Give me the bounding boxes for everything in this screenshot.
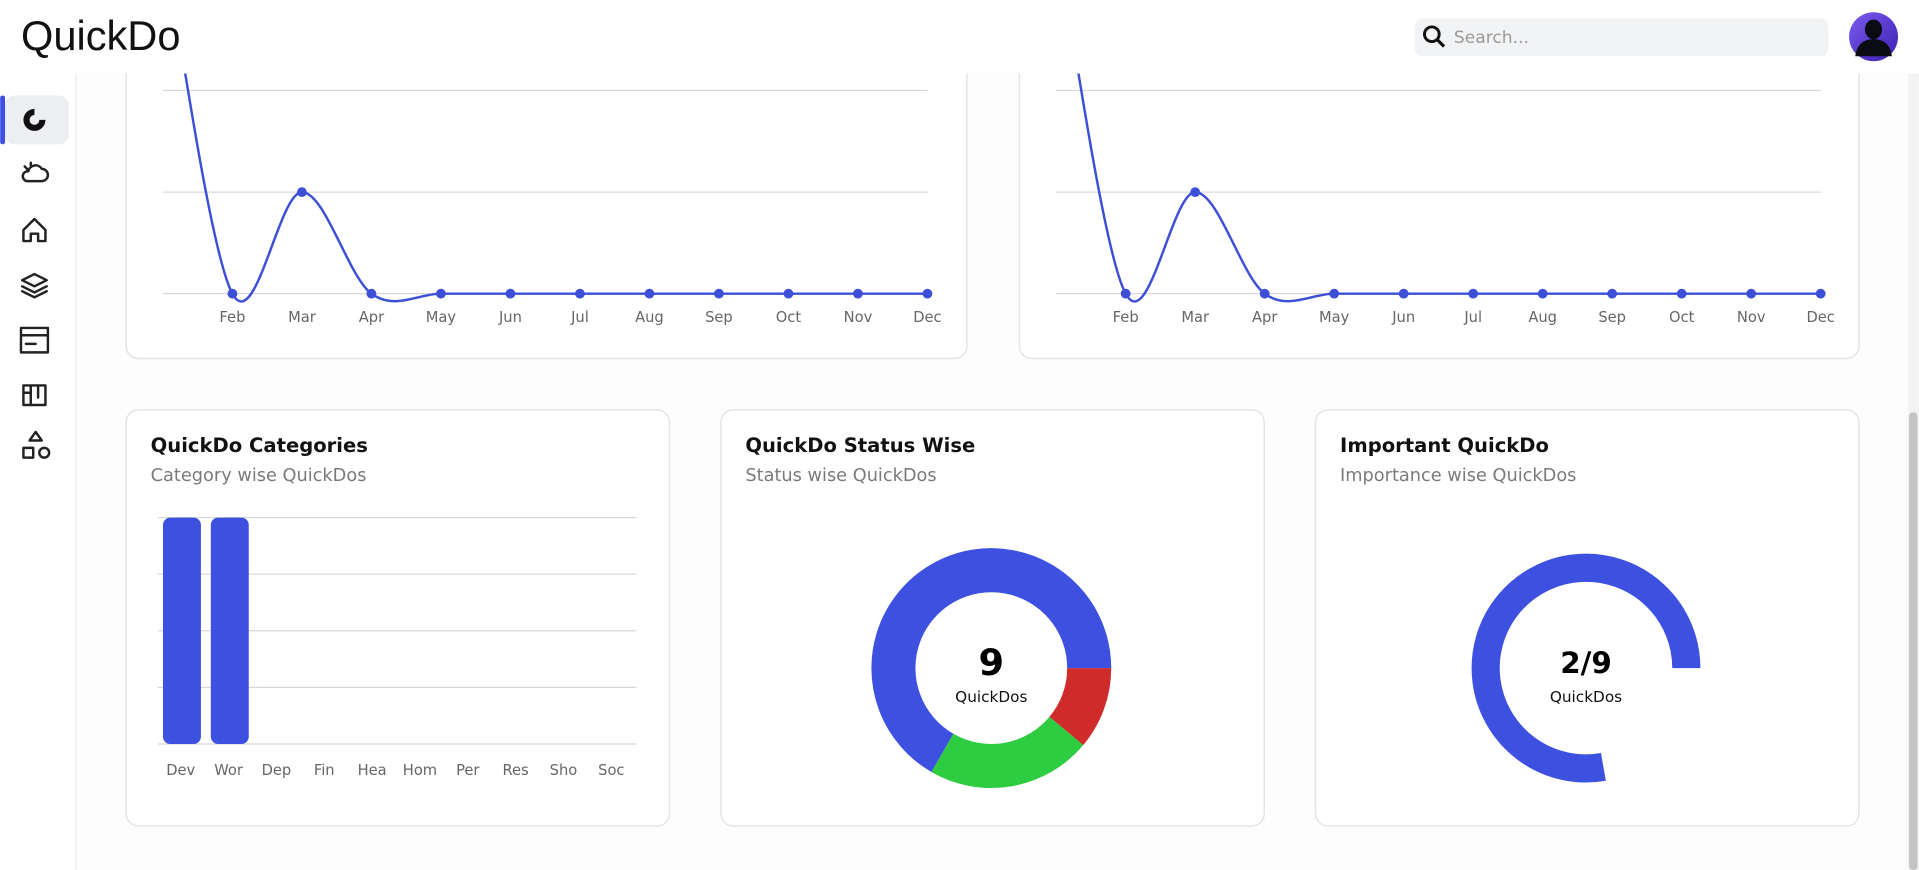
x-tick-label: Feb [1113,309,1139,326]
x-tick-label: Soc [598,762,624,779]
point [1537,288,1548,299]
nav-icons [19,108,51,459]
search-placeholder: Search... [1454,28,1529,48]
point [227,288,238,299]
card-subtitle: Importance wise QuickDos [1340,466,1576,486]
shapes-icon[interactable] [22,430,51,459]
point [366,288,377,299]
point [922,288,933,299]
point [297,187,307,198]
x-tick-label: Jul [1463,309,1482,326]
x-tick-label: May [1319,309,1350,326]
center-value: 2/9 [1560,646,1612,680]
sidebar [0,73,77,870]
x-tick-label: Feb [219,309,245,326]
center-label: QuickDos [1550,688,1622,706]
card [1314,409,1860,827]
x-tick-label: Oct [776,309,802,326]
point [1120,288,1131,299]
x-tick-label: Res [503,762,529,779]
center-value: 9 [979,641,1005,684]
x-tick-label: Dec [913,309,941,326]
x-tick-label: May [426,309,457,326]
card-title: QuickDo Status Wise [745,434,975,457]
search-icon [1423,25,1446,48]
plots: Feb Mar Apr May Jun Jul Aug Sep Oct Nov Dec Feb Mar A… [162,73,1835,326]
point [783,288,794,299]
point [575,288,585,299]
x-tick-label: Mar [1181,309,1210,326]
card-subtitle: Status wise QuickDos [745,466,936,486]
home-icon[interactable] [22,217,47,243]
x-tick-label: Nov [844,309,873,326]
x-tick-label: Fin [314,762,335,779]
point [853,288,863,299]
point [714,288,724,299]
x-tick-label: Oct [1669,309,1695,326]
scrollbar-thumb[interactable] [1909,412,1918,870]
card [1018,73,1860,360]
point [505,288,516,299]
avatar-figure [1855,19,1892,57]
x-tick-label: Sep [1598,309,1626,326]
card-title: QuickDo Categories [151,434,368,457]
point [1676,288,1687,299]
x-tick-label: Sep [705,309,733,326]
point [436,288,446,299]
x-tick-label: Hea [358,762,387,779]
board-icon[interactable] [22,384,47,407]
point [1815,288,1826,299]
donut-segment [871,548,1112,772]
point [1398,288,1409,299]
card [125,73,968,360]
x-tick-label: Hom [403,762,437,779]
x-tick-label: Dep [262,762,292,779]
x-tick-label: Dec [1806,309,1834,326]
plots: QuickDo Categories Category wise QuickDos… [151,434,1701,788]
x-tick-label: Nov [1737,309,1766,326]
point [1468,288,1479,299]
point [1746,288,1757,299]
x-tick-label: Wor [214,762,244,779]
x-tick-label: Aug [1528,309,1557,326]
x-tick-label: Per [456,762,480,779]
x-tick-label: Apr [1252,309,1278,326]
card-title: Important QuickDo [1340,434,1549,457]
layers-icon[interactable] [20,272,48,299]
bar [210,517,249,744]
donut-segment [1048,667,1112,746]
x-tick-label: Apr [359,309,385,326]
search-box[interactable] [1414,18,1829,57]
logo[interactable]: QuickDo [21,12,181,59]
bar [162,517,201,744]
x-tick-label: Dev [166,762,195,779]
x-tick-label: Mar [288,309,317,326]
point [1607,288,1618,299]
x-tick-label: Jun [498,309,522,326]
card [125,409,671,827]
card-subtitle: Category wise QuickDos [151,466,367,486]
x-tick-label: Sho [550,762,578,779]
active-indicator [0,95,6,145]
donut-segment [931,716,1084,788]
x-tick-label: Aug [635,309,664,326]
x-tick-label: Jul [570,309,589,326]
card [720,409,1265,827]
point [1190,187,1201,198]
card-icon[interactable] [19,326,50,354]
dashboard-icon[interactable] [23,108,46,131]
x-tick-label: Jun [1391,309,1415,326]
donut-segment [1471,553,1701,783]
active-item[interactable] [5,95,69,145]
point [644,288,655,299]
weather-icon[interactable] [21,161,50,183]
point [1259,288,1270,299]
point [1329,288,1340,299]
center-label: QuickDos [955,688,1027,706]
top-cards: Feb Mar Apr May Jun Jul Aug Sep Oct Nov Dec Feb Mar A… [125,73,1860,360]
